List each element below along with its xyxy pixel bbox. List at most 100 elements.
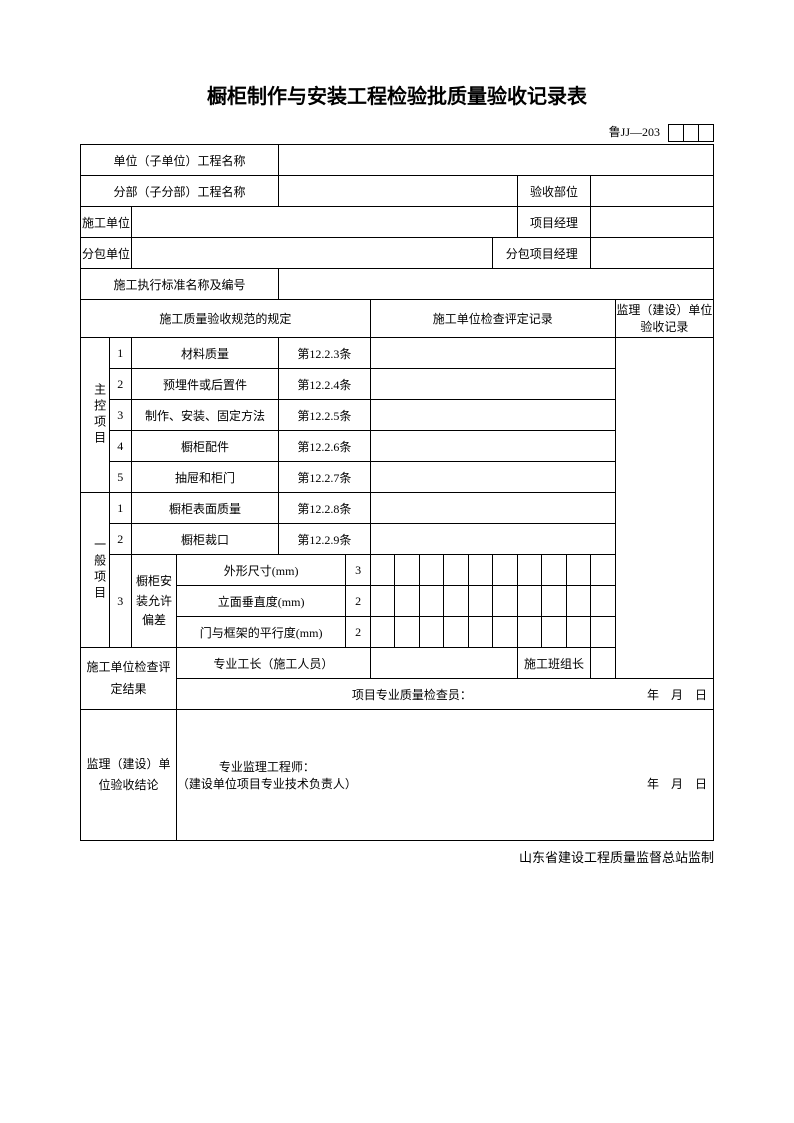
gen-name-1: 橱柜表面质量 <box>132 493 279 524</box>
m-3-3[interactable] <box>419 617 443 648</box>
m-2-9[interactable] <box>566 586 590 617</box>
m-3-9[interactable] <box>566 617 590 648</box>
general-label: 一般项目 <box>81 493 110 648</box>
mc-no-5: 5 <box>109 462 131 493</box>
gen-name-2: 橱柜裁口 <box>132 524 279 555</box>
mc-name-2: 预埋件或后置件 <box>132 369 279 400</box>
tol-no: 3 <box>109 555 131 648</box>
gen-check-1[interactable] <box>370 493 615 524</box>
form-table: 单位（子单位）工程名称 分部（子分部）工程名称 验收部位 施工单位 项目经理 分… <box>80 144 714 841</box>
gen-check-2[interactable] <box>370 524 615 555</box>
label-subcontractor: 分包单位 <box>81 238 132 269</box>
col-supervisor: 监理（建设）单位验收记录 <box>615 300 713 338</box>
label-sub-project: 分部（子分部）工程名称 <box>81 176 279 207</box>
mc-check-4[interactable] <box>370 431 615 462</box>
tol-name-2: 立面垂直度(mm) <box>176 586 345 617</box>
form-code-text: 鲁JJ—203 <box>609 125 660 139</box>
m-1-4[interactable] <box>444 555 468 586</box>
m-1-9[interactable] <box>566 555 590 586</box>
m-3-6[interactable] <box>493 617 517 648</box>
mc-no-1: 1 <box>109 338 131 369</box>
mc-name-4: 橱柜配件 <box>132 431 279 462</box>
m-1-5[interactable] <box>468 555 492 586</box>
main-control-label: 主控项目 <box>81 338 110 493</box>
date-m-2: 月 <box>671 777 683 791</box>
form-code: 鲁JJ—203 <box>80 123 714 142</box>
mc-no-4: 4 <box>109 431 131 462</box>
mc-name-3: 制作、安装、固定方法 <box>132 400 279 431</box>
label-sup-signer1: 专业监理工程师： <box>177 758 357 775</box>
m-2-8[interactable] <box>542 586 566 617</box>
tol-label: 橱柜安装允许偏差 <box>132 555 177 648</box>
m-2-6[interactable] <box>493 586 517 617</box>
mc-check-3[interactable] <box>370 400 615 431</box>
field-accept-part[interactable] <box>591 176 714 207</box>
field-foreman[interactable] <box>370 648 517 679</box>
m-3-8[interactable] <box>542 617 566 648</box>
gen-no-2: 2 <box>109 524 131 555</box>
m-2-1[interactable] <box>370 586 394 617</box>
mc-check-5[interactable] <box>370 462 615 493</box>
label-accept-part: 验收部位 <box>517 176 590 207</box>
date-y-1: 年 <box>647 688 659 702</box>
row-sub-project: 分部（子分部）工程名称 验收部位 <box>81 176 714 207</box>
m-1-7[interactable] <box>517 555 541 586</box>
m-1-6[interactable] <box>493 555 517 586</box>
page-title: 橱柜制作与安装工程检验批质量验收记录表 <box>80 80 714 109</box>
m-2-3[interactable] <box>419 586 443 617</box>
mc-no-3: 3 <box>109 400 131 431</box>
m-3-7[interactable] <box>517 617 541 648</box>
field-project-manager[interactable] <box>591 207 714 238</box>
row-unit-project: 单位（子单位）工程名称 <box>81 145 714 176</box>
tol-val-2: 2 <box>346 586 370 617</box>
field-sub-pm[interactable] <box>591 238 714 269</box>
label-sub-pm: 分包项目经理 <box>493 238 591 269</box>
row-supervisor-conclusion: 监理（建设）单位验收结论 专业监理工程师： （建设单位项目专业技术负责人） 年 … <box>81 710 714 841</box>
m-2-5[interactable] <box>468 586 492 617</box>
field-construction-unit[interactable] <box>132 207 518 238</box>
row-foreman: 施工单位检查评定结果 专业工长（施工人员） 施工班组长 <box>81 648 714 679</box>
m-3-10[interactable] <box>591 617 615 648</box>
supervisor-record-cell[interactable] <box>615 338 713 679</box>
field-standard[interactable] <box>279 269 714 300</box>
m-1-8[interactable] <box>542 555 566 586</box>
mc-clause-5: 第12.2.7条 <box>279 462 371 493</box>
label-qc-signer: 项目专业质量检查员： <box>352 688 472 702</box>
field-subcontractor[interactable] <box>132 238 493 269</box>
date-m-1: 月 <box>671 688 683 702</box>
mc-no-2: 2 <box>109 369 131 400</box>
field-unit-project[interactable] <box>279 145 714 176</box>
field-sub-project[interactable] <box>279 176 518 207</box>
label-construction-unit: 施工单位 <box>81 207 132 238</box>
footer-text: 山东省建设工程质量监督总站监制 <box>80 847 714 866</box>
mc-name-1: 材料质量 <box>132 338 279 369</box>
m-1-1[interactable] <box>370 555 394 586</box>
m-2-7[interactable] <box>517 586 541 617</box>
mc-row-1: 主控项目 1 材料质量 第12.2.3条 <box>81 338 714 369</box>
m-2-2[interactable] <box>395 586 419 617</box>
m-3-5[interactable] <box>468 617 492 648</box>
date-d-1: 日 <box>695 688 707 702</box>
m-3-2[interactable] <box>395 617 419 648</box>
m-3-1[interactable] <box>370 617 394 648</box>
field-check-result[interactable]: 项目专业质量检查员： 年 月 日 <box>176 679 713 710</box>
field-supervisor-conclusion[interactable]: 专业监理工程师： （建设单位项目专业技术负责人） 年 月 日 <box>176 710 713 841</box>
m-1-3[interactable] <box>419 555 443 586</box>
col-spec: 施工质量验收规范的规定 <box>81 300 371 338</box>
field-team-leader[interactable] <box>591 648 714 679</box>
row-standard: 施工执行标准名称及编号 <box>81 269 714 300</box>
row-construction-unit: 施工单位 项目经理 <box>81 207 714 238</box>
date-y-2: 年 <box>647 777 659 791</box>
m-2-10[interactable] <box>591 586 615 617</box>
m-2-4[interactable] <box>444 586 468 617</box>
m-3-4[interactable] <box>444 617 468 648</box>
mc-check-2[interactable] <box>370 369 615 400</box>
mc-clause-2: 第12.2.4条 <box>279 369 371 400</box>
code-boxes <box>669 124 714 142</box>
m-1-10[interactable] <box>591 555 615 586</box>
mc-clause-1: 第12.2.3条 <box>279 338 371 369</box>
label-check-result: 施工单位检查评定结果 <box>81 648 177 710</box>
m-1-2[interactable] <box>395 555 419 586</box>
mc-check-1[interactable] <box>370 338 615 369</box>
label-supervisor-conclusion: 监理（建设）单位验收结论 <box>81 710 177 841</box>
